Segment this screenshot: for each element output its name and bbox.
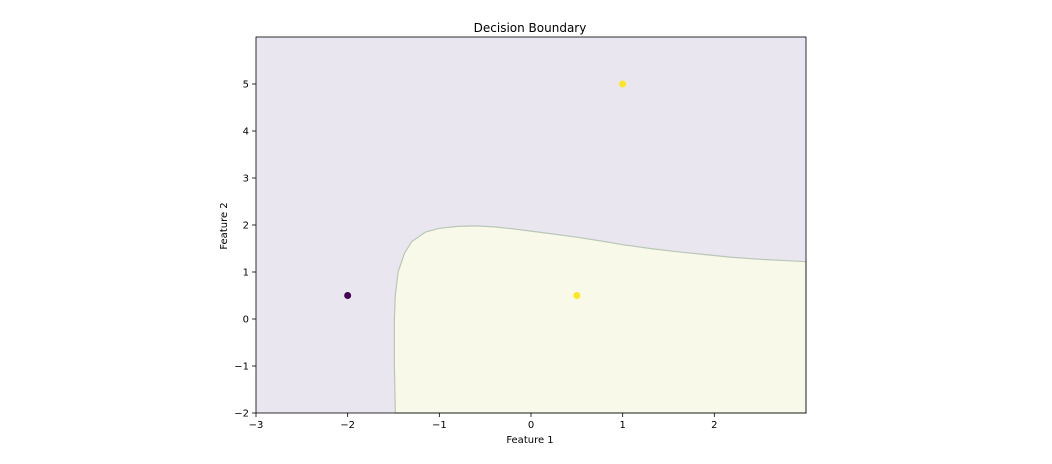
y-tick-label: 1 bbox=[243, 268, 249, 279]
y-tick-label: 2 bbox=[243, 221, 249, 232]
x-tick-label: −2 bbox=[340, 420, 355, 431]
y-tick-label: −1 bbox=[234, 362, 249, 373]
y-axis-ticks: −2 −1 0 1 2 3 4 5 bbox=[234, 80, 256, 420]
x-tick-label: −1 bbox=[432, 420, 447, 431]
y-tick-label: 4 bbox=[243, 127, 249, 138]
decision-region-class-1 bbox=[393, 225, 807, 414]
x-axis-label: Feature 1 bbox=[506, 435, 553, 446]
x-tick-label: 0 bbox=[528, 420, 534, 431]
y-tick-label: −2 bbox=[234, 409, 249, 420]
x-tick-label: 1 bbox=[619, 420, 625, 431]
x-tick-label: 2 bbox=[711, 420, 717, 431]
chart-title: Decision Boundary bbox=[474, 21, 587, 35]
y-tick-label: 3 bbox=[243, 174, 249, 185]
plot-area bbox=[255, 36, 807, 414]
y-axis-label: Feature 2 bbox=[219, 202, 230, 249]
data-point-1 bbox=[344, 292, 352, 299]
x-tick-label: −3 bbox=[249, 420, 264, 431]
x-axis-ticks: −3 −2 −1 0 1 2 bbox=[249, 413, 718, 431]
data-point-3 bbox=[619, 80, 627, 88]
y-tick-label: 5 bbox=[243, 80, 249, 91]
data-points bbox=[344, 80, 627, 299]
data-point-2 bbox=[573, 292, 581, 299]
y-tick-label: 0 bbox=[243, 315, 249, 326]
